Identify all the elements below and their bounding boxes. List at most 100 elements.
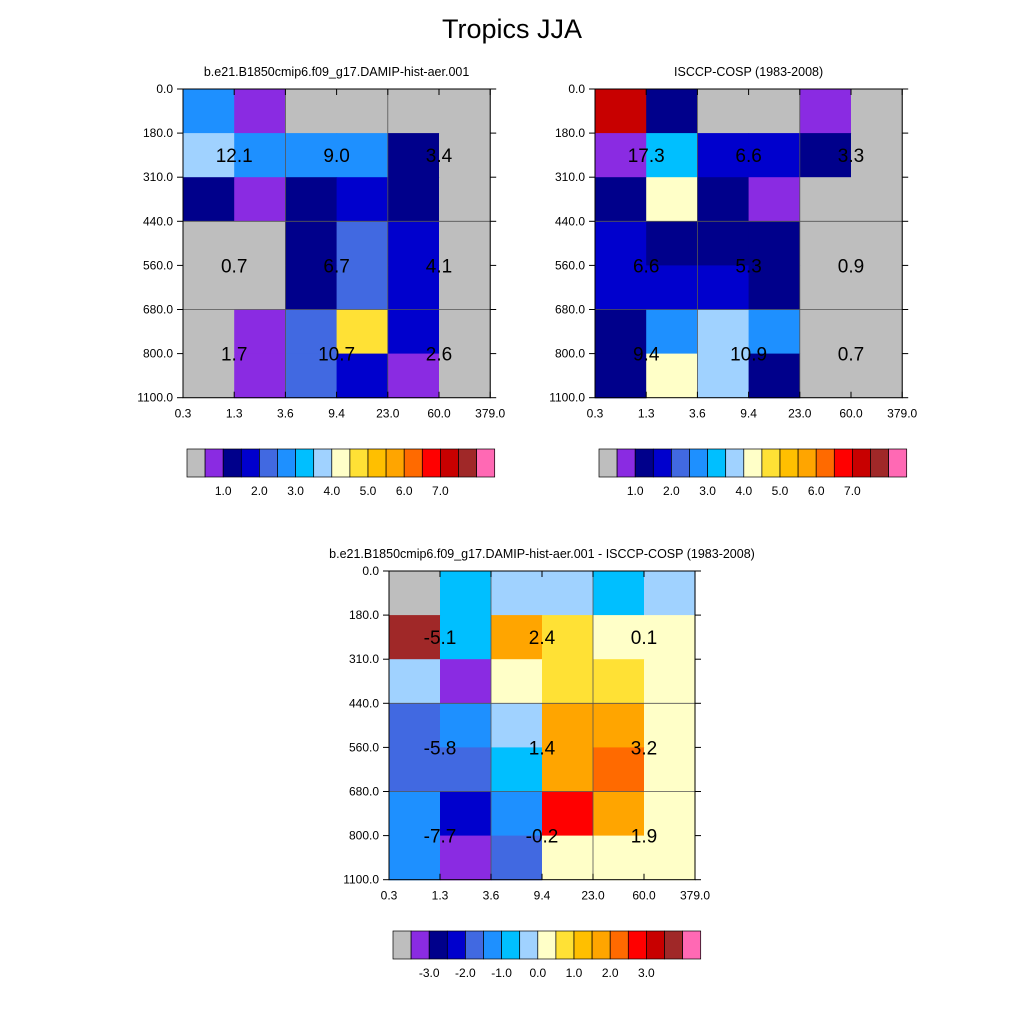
panel-title: b.e21.B1850cmip6.f09_g17.DAMIP-hist-aer.…: [329, 547, 755, 561]
colorbar-swatch: [591, 930, 611, 960]
cell-value-label: 9.4: [633, 345, 660, 366]
heatmap-cell: [285, 265, 338, 311]
cell-value-label: 5.3: [735, 256, 761, 277]
heatmap-cell: [644, 615, 696, 660]
heatmap-cell: [644, 571, 696, 616]
panel-2: ISCCP-COSP (1983-2008) 0.3 1.3 3.6 9.4 23.0 60…: [549, 65, 917, 498]
colorbar-swatch: [222, 448, 242, 478]
heatmap-cell: [851, 309, 903, 355]
cell-value-label: 1.7: [221, 345, 247, 366]
colorbar-swatch: [440, 448, 459, 478]
y-tick-label: 440.0: [143, 214, 173, 228]
x-tick-label: 379.0: [680, 889, 710, 903]
x-tick-label: 3.6: [277, 407, 294, 421]
heatmap-cell: [593, 791, 645, 837]
heatmap-cell: [285, 221, 338, 266]
heatmap-cell: [234, 353, 286, 399]
heatmap-cell: [646, 89, 698, 134]
heatmap-cell: [595, 133, 647, 178]
colorbar-swatch: [331, 448, 351, 478]
heatmap-cell: [748, 309, 801, 355]
heatmap-cell: [285, 309, 338, 355]
heatmap-cell: [336, 309, 389, 355]
y-tick-label: 310.0: [555, 170, 585, 184]
heatmap-cell: [440, 615, 492, 660]
cell-value-label: 0.9: [838, 256, 864, 277]
x-tick-label: 3.6: [689, 407, 706, 421]
heatmap-cell: [799, 177, 852, 222]
heatmap-cell: [183, 265, 235, 311]
cell-value-label: 3.3: [838, 146, 864, 167]
y-tick-label: 680.0: [143, 303, 173, 317]
heatmap-cell: [389, 615, 441, 660]
colorbar-swatch: [428, 930, 448, 960]
colorbar-swatch: [671, 448, 690, 478]
colorbar-swatch: [537, 930, 557, 960]
y-tick-label: 1100.0: [549, 391, 585, 405]
colorbar-swatch: [797, 448, 817, 478]
colorbar-label: 3.0: [287, 484, 304, 498]
y-tick-label: 180.0: [143, 126, 173, 140]
y-tick-label: 180.0: [349, 608, 379, 622]
cell-value-label: 10.7: [318, 345, 355, 366]
x-tick-label: 23.0: [788, 407, 812, 421]
colorbar-swatch: [616, 448, 636, 478]
x-tick-label: 9.4: [328, 407, 345, 421]
colorbar-label: 4.0: [735, 484, 752, 498]
heatmap-cell: [439, 89, 491, 134]
colorbar-label: -1.0: [491, 966, 512, 980]
heatmap-cell: [336, 177, 389, 222]
heatmap-cell: [234, 177, 286, 222]
x-tick-label: 60.0: [839, 407, 863, 421]
x-tick-label: 60.0: [632, 889, 656, 903]
colorbar-swatch: [476, 448, 496, 478]
heatmap-cell: [285, 353, 338, 399]
cell-value-label: 10.9: [730, 345, 767, 366]
heatmap-cell: [748, 177, 801, 222]
colorbar-swatch: [815, 448, 835, 478]
cell-value-label: 4.1: [426, 256, 452, 277]
heatmap-cell: [336, 133, 389, 178]
heatmap-cell: [799, 133, 852, 178]
colorbar-swatch: [392, 930, 412, 960]
heatmap-cell: [748, 353, 801, 399]
heatmap-cell: [439, 177, 491, 222]
heatmap-cell: [440, 659, 492, 704]
colorbar: 1.0 2.0 3.0 4.0 5.0 6.0 7.0: [186, 448, 496, 498]
heatmap-cell: [595, 265, 647, 311]
colorbar-swatch: [410, 930, 430, 960]
heatmap-cell: [491, 791, 543, 837]
heatmap-cell: [644, 747, 696, 793]
colorbar-swatch: [277, 448, 296, 478]
colorbar-swatch: [519, 930, 539, 960]
heatmap-cell: [646, 133, 698, 178]
heatmap-cell: [234, 133, 286, 178]
heatmap-cell: [748, 265, 801, 311]
colorbar-label: 2.0: [602, 966, 619, 980]
colorbar-label: 3.0: [699, 484, 716, 498]
heatmap-cell: [387, 265, 440, 311]
heatmap-cell: [595, 309, 647, 355]
colorbar-label: 0.0: [529, 966, 546, 980]
heatmap-cell: [593, 703, 645, 748]
cell-value-label: 3.4: [426, 146, 453, 167]
cell-value-label: 17.3: [628, 146, 665, 167]
x-tick-label: 9.4: [534, 889, 551, 903]
heatmap-cell: [234, 221, 286, 266]
heatmap-cell: [646, 265, 698, 311]
heatmap-cell: [439, 309, 491, 355]
heatmap-cell: [389, 747, 441, 793]
colorbar: 1.0 2.0 3.0 4.0 5.0 6.0 7.0: [598, 448, 908, 498]
heatmap-cell: [285, 89, 338, 134]
colorbar-swatch: [779, 448, 799, 478]
heatmap-cell: [285, 133, 338, 178]
y-tick-label: 440.0: [349, 696, 379, 710]
heatmap-cell: [387, 353, 440, 399]
colorbar-label: 1.0: [566, 966, 583, 980]
heatmap-cell: [183, 353, 235, 399]
heatmap-cell: [440, 791, 492, 837]
heatmap-cell: [439, 221, 491, 266]
colorbar-label: -3.0: [419, 966, 440, 980]
colorbar-label: 1.0: [627, 484, 644, 498]
cell-value-label: -5.8: [424, 738, 457, 759]
